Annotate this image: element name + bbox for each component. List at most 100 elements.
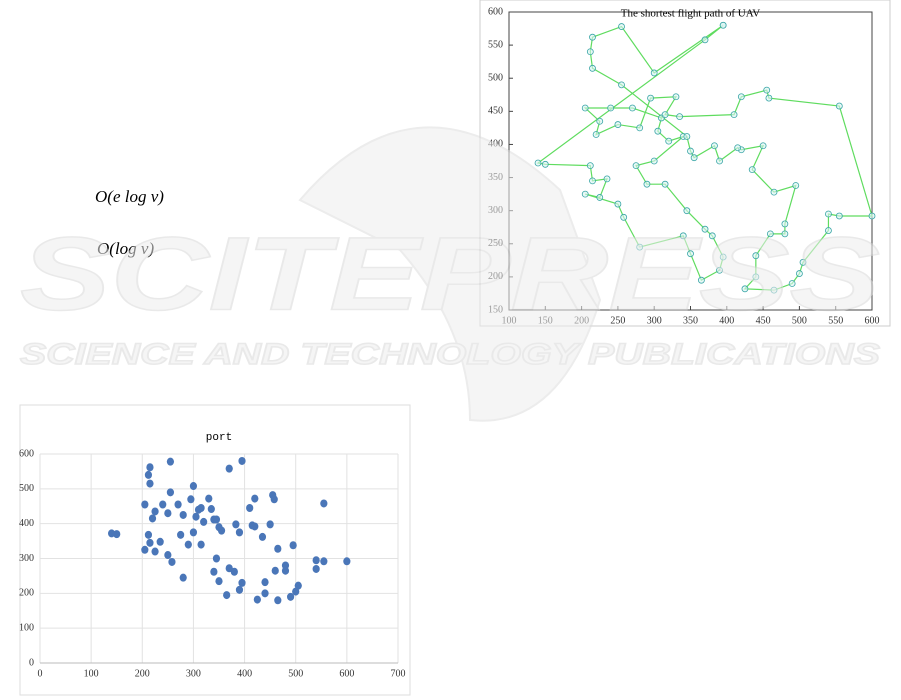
y-tick-label: 100 bbox=[19, 622, 34, 633]
point bbox=[192, 512, 200, 521]
waypoint bbox=[748, 166, 756, 174]
point bbox=[251, 494, 259, 503]
point bbox=[287, 592, 295, 601]
point bbox=[232, 520, 240, 529]
y-tick-label: 550 bbox=[488, 39, 503, 50]
waypoint bbox=[701, 225, 709, 233]
waypoint bbox=[781, 230, 789, 238]
watermark: SCITEPRESS SCIENCE AND TECHNOLOGY PUBLICA… bbox=[19, 126, 881, 422]
chart-title: port bbox=[206, 432, 232, 444]
waypoint bbox=[835, 102, 843, 110]
figure-frame bbox=[19, 404, 411, 696]
waypoint bbox=[541, 160, 549, 168]
waypoint bbox=[647, 94, 654, 102]
point bbox=[289, 541, 297, 550]
x-tick-label: 500 bbox=[288, 668, 303, 679]
waypoint bbox=[636, 124, 644, 132]
chart-title: The shortest flight path of UAV bbox=[621, 8, 760, 20]
point bbox=[174, 500, 182, 509]
waypoint bbox=[701, 36, 709, 44]
waypoint bbox=[687, 147, 694, 155]
point bbox=[225, 564, 233, 573]
point bbox=[223, 591, 231, 600]
point bbox=[253, 595, 261, 604]
waypoint bbox=[632, 162, 640, 170]
waypoint bbox=[781, 220, 789, 228]
point bbox=[164, 551, 172, 560]
point bbox=[312, 564, 320, 573]
x-tick-label: 600 bbox=[865, 315, 880, 326]
point bbox=[246, 503, 254, 512]
waypoint bbox=[661, 180, 669, 188]
waypoint bbox=[716, 157, 723, 165]
waypoint bbox=[596, 194, 604, 201]
point bbox=[225, 464, 233, 473]
point bbox=[146, 538, 154, 547]
waypoint bbox=[835, 212, 843, 220]
point bbox=[207, 505, 215, 514]
point bbox=[294, 581, 302, 590]
x-tick-label: 550 bbox=[828, 315, 843, 326]
waypoint bbox=[825, 210, 832, 218]
point bbox=[312, 556, 320, 565]
waypoint bbox=[592, 131, 600, 138]
point bbox=[141, 500, 149, 509]
x-tick-label: 300 bbox=[647, 315, 662, 326]
formula: O(log v) bbox=[97, 239, 154, 258]
point bbox=[177, 530, 185, 539]
point bbox=[144, 470, 153, 479]
point bbox=[212, 515, 221, 524]
point bbox=[320, 499, 328, 508]
point bbox=[148, 514, 157, 523]
y-tick-label: 600 bbox=[488, 6, 503, 17]
y-tick-label: 500 bbox=[488, 73, 503, 84]
waypoint bbox=[676, 113, 684, 121]
waypoint bbox=[581, 104, 589, 112]
point bbox=[179, 510, 187, 519]
waypoint bbox=[589, 177, 596, 185]
watermark-subtitle: SCIENCE AND TECHNOLOGY PUBLICATIONS bbox=[20, 338, 880, 371]
point bbox=[113, 530, 121, 539]
waypoint bbox=[716, 266, 723, 274]
point bbox=[141, 545, 149, 554]
point bbox=[343, 557, 351, 566]
point bbox=[166, 488, 175, 497]
point bbox=[238, 456, 246, 465]
point bbox=[238, 578, 246, 587]
waypoint bbox=[672, 93, 680, 101]
point bbox=[270, 495, 278, 504]
waypoint bbox=[665, 137, 673, 145]
point bbox=[210, 567, 218, 576]
waypoint bbox=[614, 121, 622, 128]
point bbox=[151, 547, 159, 556]
y-tick-label: 500 bbox=[19, 483, 34, 494]
x-tick-label: 250 bbox=[610, 315, 625, 326]
point bbox=[164, 509, 172, 518]
x-tick-label: 200 bbox=[135, 668, 150, 679]
waypoint bbox=[614, 200, 622, 208]
waypoint bbox=[730, 111, 738, 119]
y-tick-label: 0 bbox=[29, 657, 34, 668]
point bbox=[235, 585, 244, 594]
waypoint bbox=[737, 93, 745, 101]
point bbox=[271, 566, 279, 575]
x-tick-label: 350 bbox=[683, 315, 698, 326]
waypoint bbox=[734, 144, 742, 152]
point bbox=[274, 544, 282, 553]
x-tick-label: 450 bbox=[756, 315, 771, 326]
y-tick-label: 450 bbox=[488, 106, 503, 117]
point bbox=[320, 557, 328, 566]
waypoint bbox=[763, 86, 771, 94]
point bbox=[235, 528, 244, 537]
point bbox=[261, 589, 269, 598]
point bbox=[146, 479, 154, 488]
point bbox=[212, 554, 221, 563]
waypoint bbox=[586, 162, 594, 170]
x-tick-label: 100 bbox=[84, 668, 99, 679]
waypoint bbox=[679, 232, 687, 240]
waypoint bbox=[620, 213, 628, 221]
waypoint bbox=[581, 190, 589, 198]
point bbox=[261, 578, 269, 587]
